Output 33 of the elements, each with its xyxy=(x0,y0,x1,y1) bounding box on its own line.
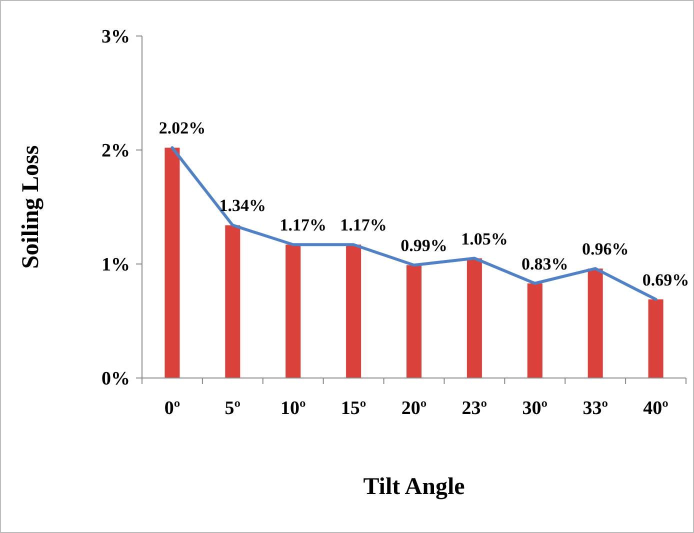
x-tick-label: 5º xyxy=(224,398,241,419)
x-tick-label: 10º xyxy=(280,398,306,419)
x-tick-label: 20º xyxy=(401,398,427,419)
bar xyxy=(527,283,542,378)
bar xyxy=(466,258,482,378)
bar xyxy=(406,265,422,378)
x-axis-title: Tilt Angle xyxy=(363,474,466,500)
y-axis-title: Soiling Loss xyxy=(18,145,44,269)
bar xyxy=(588,268,603,378)
bar xyxy=(346,244,362,378)
data-label: 0.99% xyxy=(400,236,448,256)
x-tick-label: 40º xyxy=(643,398,668,419)
bar xyxy=(225,225,240,378)
data-label: 0.69% xyxy=(642,270,690,290)
y-tick-label: 1% xyxy=(102,254,130,276)
x-tick-label: 0º xyxy=(164,398,180,419)
bar xyxy=(648,299,664,378)
data-label: 1.17% xyxy=(340,216,387,235)
x-tick-label: 15º xyxy=(340,398,366,419)
data-label: 0.96% xyxy=(582,240,629,259)
data-label: 2.02% xyxy=(158,118,206,138)
y-tick-label: 0% xyxy=(102,368,130,390)
bar xyxy=(286,244,301,378)
x-tick-label: 30º xyxy=(522,398,548,419)
data-label: 1.05% xyxy=(461,229,508,248)
y-tick-label: 2% xyxy=(102,140,130,162)
y-tick-label: 3% xyxy=(102,26,130,48)
x-tick-label: 23º xyxy=(462,398,488,419)
data-label: 0.83% xyxy=(522,254,568,274)
data-label: 1.34% xyxy=(219,196,266,216)
bar xyxy=(164,148,180,378)
data-label: 1.17% xyxy=(280,216,326,235)
x-tick-label: 33º xyxy=(582,398,608,419)
